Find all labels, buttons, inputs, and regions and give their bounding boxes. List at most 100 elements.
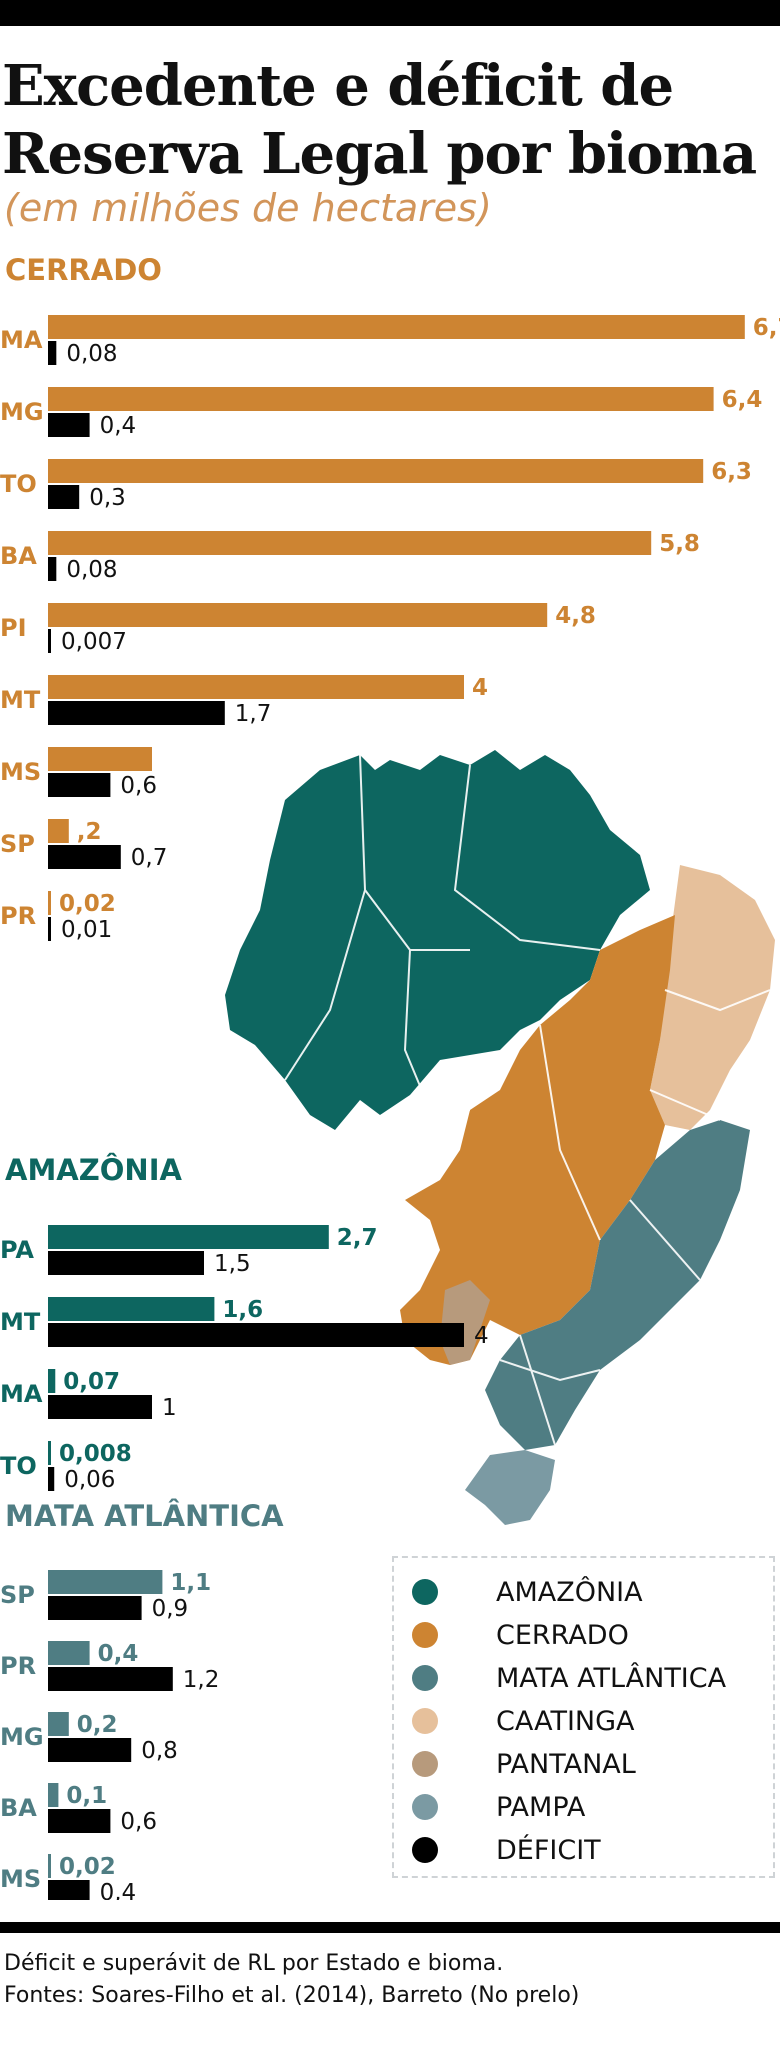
- deficit-value-label: 0,9: [152, 1596, 189, 1622]
- deficit-bar: [48, 845, 121, 869]
- deficit-bar: [48, 341, 57, 365]
- legend-item-cerrado: CERRADO: [412, 1615, 629, 1655]
- biome-bar: [48, 603, 548, 627]
- biome-value-label: 0,008: [59, 1441, 132, 1467]
- legend-label: DÉFICIT: [496, 1834, 601, 1866]
- state-label: MS: [0, 1865, 41, 1893]
- footnote-line: Déficit e superávit de RL por Estado e b…: [4, 1951, 504, 1976]
- state-label: MT: [0, 686, 41, 714]
- biome-bar: [48, 1641, 90, 1665]
- biome-bar: [48, 1783, 59, 1807]
- bottom-rule: [0, 1922, 780, 1933]
- biome-value-label: 0,02: [59, 891, 116, 917]
- deficit-value-label: 1,7: [235, 701, 272, 727]
- state-label: TO: [0, 1452, 37, 1480]
- biome-value-label: 0,02: [59, 1854, 116, 1880]
- map-cerrado-region: [400, 915, 675, 1365]
- biome-bar: [48, 1570, 163, 1594]
- state-label: MG: [0, 1723, 44, 1751]
- state-label: MG: [0, 398, 44, 426]
- biome-value-label: 5,8: [659, 531, 700, 557]
- legend-swatch: [412, 1751, 438, 1777]
- legend-swatch: [412, 1708, 438, 1734]
- legend-swatch: [412, 1579, 438, 1605]
- legend-item-pampa: PAMPA: [412, 1787, 585, 1827]
- biome-bar: [48, 459, 704, 483]
- deficit-value-label: 0,7: [131, 845, 168, 871]
- state-label: TO: [0, 470, 37, 498]
- legend-item-deficit: DÉFICIT: [412, 1830, 601, 1870]
- biome-value-label: 1,6: [222, 1297, 263, 1323]
- biome-bar: [48, 315, 745, 339]
- chart-area: CERRADO MA 6,7 0,08 MG 6,4 0,4 TO 6,3 0,3 BA 5,8 0,0…: [0, 253, 780, 1900]
- biome-bar: [48, 1441, 51, 1465]
- group-title: CERRADO: [5, 253, 162, 287]
- biome-bar: [48, 675, 464, 699]
- state-label: MT: [0, 1308, 41, 1336]
- deficit-bar: [48, 629, 51, 653]
- biome-value-label: 0,2: [77, 1712, 118, 1738]
- deficit-value-label: 0,01: [61, 917, 112, 943]
- deficit-bar: [48, 1667, 173, 1691]
- biome-bar: [48, 1297, 215, 1321]
- deficit-bar: [48, 1251, 204, 1275]
- deficit-bar: [48, 701, 225, 725]
- map-amazonia-region: [225, 750, 650, 1130]
- deficit-bar: [48, 1395, 152, 1419]
- page-title: Excedente e déficit de Reserva Legal por…: [2, 53, 757, 187]
- legend-swatch: [412, 1665, 438, 1691]
- biome-value-label: 6,7: [753, 315, 780, 341]
- deficit-value-label: 0,4: [100, 413, 137, 439]
- deficit-value-label: 0,08: [66, 557, 117, 583]
- biome-bar: [48, 819, 69, 843]
- legend-swatch: [412, 1622, 438, 1648]
- deficit-bar: [48, 485, 80, 509]
- deficit-value-label: 1: [162, 1395, 177, 1421]
- deficit-bar: [48, 413, 90, 437]
- deficit-bar: [48, 1738, 132, 1762]
- legend: AMAZÔNIA CERRADO MATA ATLÂNTICA CAATINGA…: [392, 1556, 775, 1878]
- legend-swatch: [412, 1794, 438, 1820]
- deficit-value-label: 0,8: [141, 1738, 178, 1764]
- deficit-value-label: 0,6: [120, 1809, 157, 1835]
- state-label: PA: [0, 1236, 34, 1264]
- state-label: PI: [0, 614, 27, 642]
- biome-value-label: 4,8: [555, 603, 596, 629]
- deficit-value-label: 0,6: [120, 773, 157, 799]
- deficit-bar: [48, 1596, 142, 1620]
- deficit-value-label: 0,06: [64, 1467, 115, 1493]
- deficit-value-label: 0,08: [66, 341, 117, 367]
- legend-label: PANTANAL: [496, 1748, 636, 1780]
- legend-label: CAATINGA: [496, 1705, 635, 1737]
- map-pampa-region: [465, 1450, 555, 1525]
- deficit-bar: [48, 1809, 111, 1833]
- biome-bar: [48, 1225, 329, 1249]
- map-mata-atlantica-region: [485, 1120, 750, 1450]
- state-label: MA: [0, 1380, 43, 1408]
- deficit-value-label: 4: [474, 1323, 489, 1349]
- deficit-bar: [48, 917, 51, 941]
- deficit-value-label: 0,3: [89, 485, 126, 511]
- map-caatinga-region: [650, 865, 775, 1130]
- deficit-bar: [48, 773, 111, 797]
- legend-label: MATA ATLÂNTICA: [496, 1662, 727, 1694]
- biome-value-label: 0,1: [66, 1783, 107, 1809]
- biome-value-label: ,2: [77, 819, 102, 845]
- state-label: PR: [0, 1652, 36, 1680]
- legend-label: CERRADO: [496, 1619, 629, 1651]
- state-label: SP: [0, 1581, 35, 1609]
- biome-bar: [48, 387, 714, 411]
- biome-value-label: 2,7: [337, 1225, 378, 1251]
- biome-value-label: 4: [472, 675, 488, 701]
- biome-value-label: 0,4: [98, 1641, 139, 1667]
- deficit-value-label: 1,5: [214, 1251, 251, 1277]
- biome-value-label: 0,07: [63, 1369, 120, 1395]
- biome-bar: [48, 891, 51, 915]
- biome-bar: [48, 1854, 51, 1878]
- legend-swatch: [412, 1837, 438, 1863]
- state-label: BA: [0, 542, 37, 570]
- biome-bar: [48, 531, 652, 555]
- deficit-value-label: 0,007: [61, 629, 127, 655]
- top-rule: [0, 0, 780, 26]
- biome-bar: [48, 1712, 69, 1736]
